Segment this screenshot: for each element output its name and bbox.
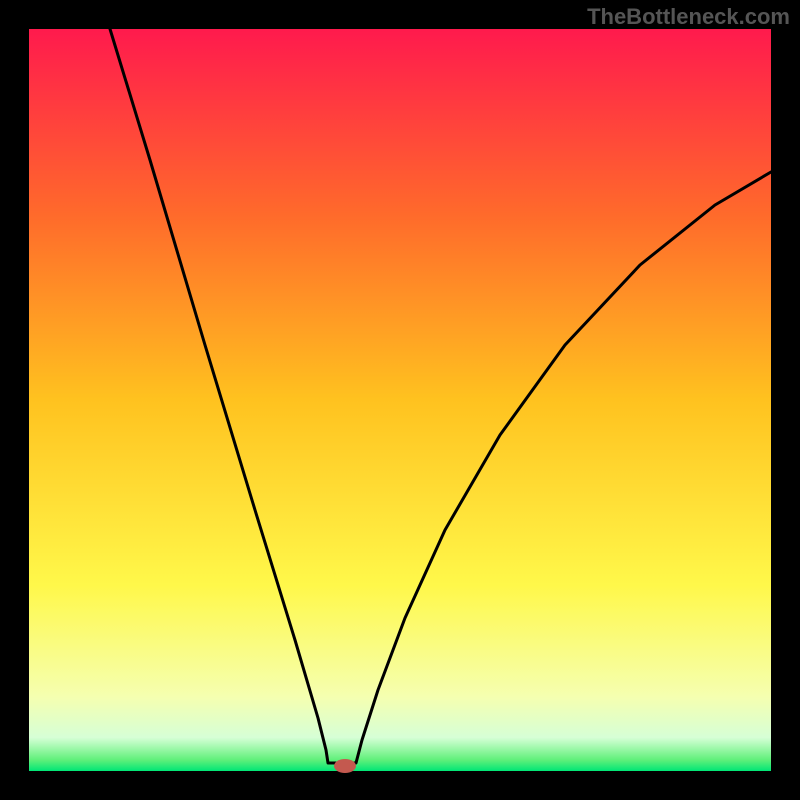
chart-container: TheBottleneck.com (0, 0, 800, 800)
optimal-point-marker (334, 759, 356, 773)
watermark-text: TheBottleneck.com (587, 4, 790, 30)
bottleneck-curve (110, 29, 771, 763)
curve-overlay (0, 0, 800, 800)
